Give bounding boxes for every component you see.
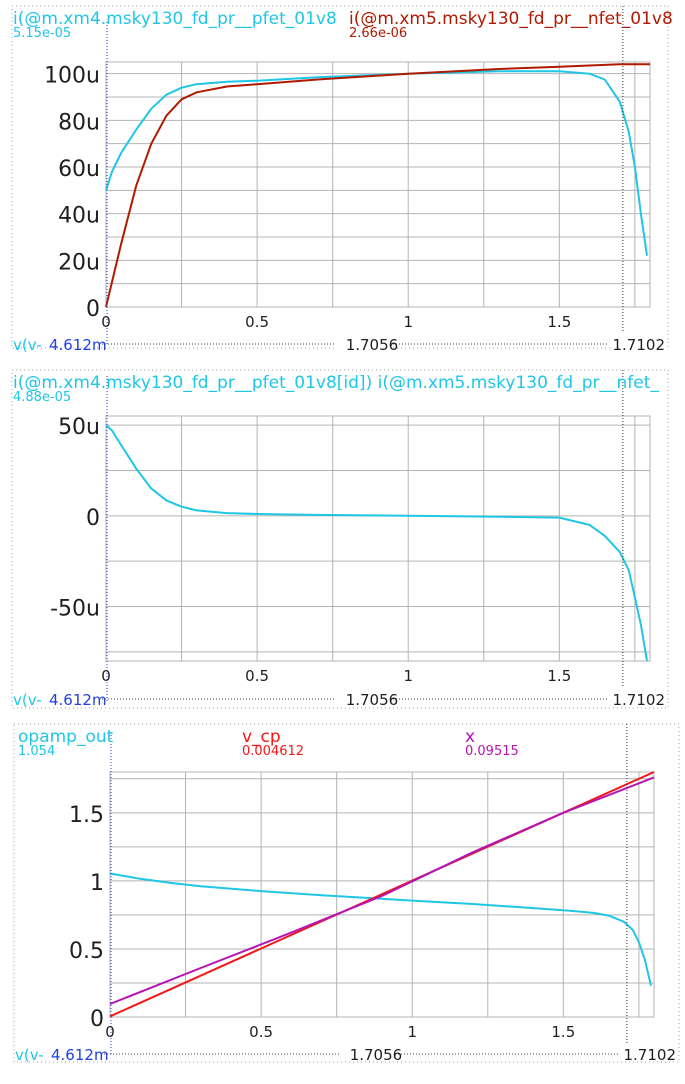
panel-frame bbox=[11, 5, 669, 349]
plot-panel-1: 0 20u 40u 60u 80u 100u 0 0.5 1 1.5 i(@m.xm4.msky13… bbox=[11, 5, 673, 354]
y-tick-label: 20u bbox=[58, 250, 100, 275]
x-tick-label: 1 bbox=[403, 667, 413, 685]
cursor-a-value: 4.612m bbox=[49, 691, 107, 709]
x-tick-label: 1.5 bbox=[551, 1023, 575, 1041]
x-axis-name: v(v- bbox=[13, 691, 42, 709]
plot-area bbox=[105, 415, 651, 662]
y-tick-label: 0 bbox=[86, 506, 100, 531]
series-line-2 bbox=[105, 63, 650, 308]
cursor-diff-value: 1.7056 bbox=[346, 691, 399, 709]
legend-value: 1.054 bbox=[18, 744, 55, 759]
y-tick-label: 0.5 bbox=[69, 939, 104, 964]
legend-value: 4.88e-05 bbox=[13, 390, 71, 405]
x-tick-label: 1 bbox=[403, 313, 413, 331]
plot-area bbox=[105, 61, 651, 308]
x-tick-label: 0.5 bbox=[245, 313, 269, 331]
y-tick-label: 0 bbox=[90, 1007, 104, 1032]
y-tick-label: -50u bbox=[50, 597, 100, 622]
diff-bg bbox=[338, 1043, 395, 1060]
cursor-a-value: 4.612m bbox=[49, 336, 107, 354]
legend-label: x bbox=[465, 727, 475, 747]
cursor-b-value: 1.7102 bbox=[624, 1046, 677, 1064]
plot-panel-2: -50u 0 50u 0 0.5 1 1.5 i(@m.xm4.msky130_fd_pr__… bbox=[11, 369, 669, 709]
x-tick-label: 0 bbox=[101, 313, 111, 331]
panel-frame bbox=[11, 369, 669, 709]
x-tick-label: 1 bbox=[407, 1023, 417, 1041]
legend-value: 5.15e-05 bbox=[13, 26, 71, 41]
cursor-a-value: 4.612m bbox=[51, 1046, 109, 1064]
legend-label: v_cp bbox=[242, 727, 281, 747]
y-tick-label: 100u bbox=[44, 64, 100, 89]
cursor-b-value: 1.7102 bbox=[613, 691, 666, 709]
legend-label: i(@m.xm5.msky130_fd_pr__nfet_01v8 bbox=[349, 9, 673, 29]
x-tick-label: 0 bbox=[105, 1023, 115, 1041]
cursor-b-bg bbox=[613, 333, 666, 350]
series-line-1 bbox=[105, 424, 648, 662]
legend-value: 0.09515 bbox=[465, 744, 519, 759]
series-line-3 bbox=[109, 776, 655, 1005]
y-tick-label: 1.5 bbox=[69, 803, 104, 828]
x-tick-label: 0 bbox=[101, 667, 111, 685]
y-tick-label: 0 bbox=[86, 297, 100, 322]
x-axis-name: v(v- bbox=[15, 1046, 44, 1064]
legend-label: i(@m.xm4.msky130_fd_pr__pfet_01v8 bbox=[13, 9, 337, 29]
y-tick-label: 60u bbox=[58, 157, 100, 182]
y-tick-label: 50u bbox=[58, 415, 100, 440]
x-tick-label: 1.5 bbox=[547, 313, 571, 331]
cursor-b-bg bbox=[613, 688, 666, 705]
cursor-diff-value: 1.7056 bbox=[346, 336, 399, 354]
y-tick-label: 80u bbox=[58, 110, 100, 135]
cursor-b-bg bbox=[624, 1043, 677, 1060]
x-tick-label: 0.5 bbox=[245, 667, 269, 685]
y-tick-label: 1 bbox=[90, 871, 104, 896]
cursor-diff-value: 1.7056 bbox=[350, 1046, 403, 1064]
series-line-1 bbox=[109, 872, 652, 986]
panel-frame bbox=[13, 723, 680, 1063]
x-tick-label: 1.5 bbox=[547, 667, 571, 685]
x-axis-name: v(v- bbox=[13, 336, 42, 354]
diff-bg bbox=[334, 688, 391, 705]
legend-value: 0.004612 bbox=[242, 744, 304, 759]
diff-bg bbox=[334, 333, 391, 350]
cursor-b-value: 1.7102 bbox=[613, 336, 666, 354]
series-line-1 bbox=[105, 70, 648, 256]
legend-label: opamp_out bbox=[18, 727, 114, 747]
x-tick-label: 0.5 bbox=[249, 1023, 273, 1041]
legend-value: 2.66e-06 bbox=[349, 26, 407, 41]
y-tick-label: 40u bbox=[58, 204, 100, 229]
legend-label: i(@m.xm4.msky130_fd_pr__pfet_01v8[id]) i… bbox=[13, 373, 659, 393]
